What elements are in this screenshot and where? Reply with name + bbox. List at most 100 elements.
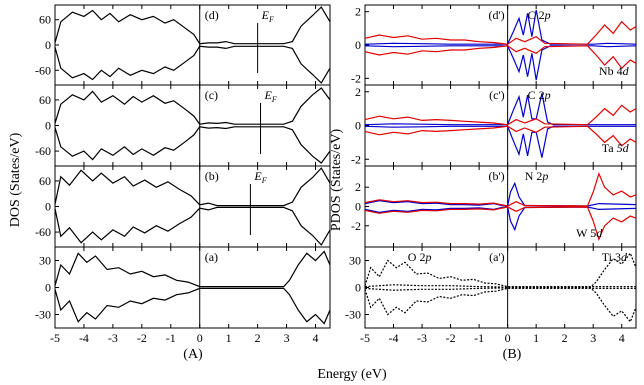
series-annotation: N 2p: [525, 169, 549, 183]
series-line-down: [54, 206, 331, 246]
fermi-label: EF: [264, 88, 277, 104]
series-line-up: [364, 171, 637, 207]
panel-frame: [54, 246, 331, 329]
series-line-down: [54, 287, 331, 325]
y-tick-label: -60: [35, 225, 51, 239]
panel-d: 60 0 -60 (d) EF: [35, 4, 331, 86]
group-label-b: (B): [503, 347, 522, 362]
x-tick-label: 4: [619, 331, 625, 345]
panel-d-prime: 2 0 -2 (d') C 2p Nb 4d: [351, 4, 637, 86]
series-line-down: [54, 126, 331, 164]
panel-a: 30 0 -30 -5 -4 -3 -2 -1 0 1 2 3 4 (a): [35, 246, 331, 345]
series-line-down: [364, 125, 636, 158]
panel-c: 60 0 -60 (c) EF: [35, 84, 331, 167]
x-tick-label: 1: [226, 331, 232, 345]
y-tick-label: 30: [349, 254, 361, 268]
series-line-up: [54, 167, 331, 207]
y-tick-label: 2: [355, 180, 361, 194]
y-tick-label: 60: [39, 13, 51, 27]
y-tick-label: 0: [355, 281, 361, 295]
series-annotation: W 5d: [576, 226, 603, 240]
series-line-up: [364, 252, 637, 288]
series-line-up: [54, 87, 331, 125]
series-line-down: [54, 45, 331, 84]
y-tick-label: 60: [39, 93, 51, 107]
series-line-down: [364, 45, 637, 81]
panel-frame: [54, 84, 331, 167]
x-tick-label: 3: [284, 331, 290, 345]
x-axis-title: Energy (eV): [317, 367, 387, 382]
series-line-down: [364, 45, 637, 70]
series-line-up: [54, 6, 331, 45]
y-tick-label: 2: [355, 85, 361, 99]
panel-label: (b'): [488, 169, 504, 183]
y-tick-label: -2: [351, 219, 361, 233]
panel-label: (b): [205, 169, 219, 183]
panel-a-prime: 30 0 -30 -5 -4 -3 -2 -1 0 1 2 3 4 (a') O 2p Ti 3d: [345, 246, 637, 345]
x-tick-label: -4: [389, 331, 399, 345]
y-tick-label: -60: [35, 144, 51, 158]
x-tick-label: 1: [533, 331, 539, 345]
panel-label: (d'): [488, 8, 504, 22]
x-tick-label: 0: [197, 331, 203, 345]
x-tick-label: 2: [562, 331, 568, 345]
y-tick-label: 0: [355, 119, 361, 133]
left-ylabel: DOS (States/eV): [8, 132, 23, 227]
series-annotation: Ta 5d: [602, 141, 630, 155]
series-line-down: [364, 287, 636, 316]
series-annotation: O 2p: [408, 250, 432, 264]
y-tick-label: -30: [345, 308, 361, 322]
panel-b: 60 0 -60 (b) EF: [35, 165, 331, 248]
y-tick-label: 60: [39, 174, 51, 188]
fermi-label: EF: [253, 169, 266, 185]
x-tick-label: -2: [446, 331, 456, 345]
y-tick-label: 0: [45, 119, 51, 133]
x-tick-label: -4: [79, 331, 89, 345]
series-line-down: [364, 206, 637, 242]
panel-label: (a): [205, 250, 218, 264]
panel-label: (d): [205, 8, 219, 22]
series-line-down: [364, 125, 637, 147]
y-tick-label: 0: [45, 281, 51, 295]
x-tick-label: 3: [590, 331, 596, 345]
x-tick-label: -3: [108, 331, 118, 345]
y-tick-label: 0: [355, 38, 361, 52]
x-tick-label: -1: [166, 331, 176, 345]
x-tick-label: 4: [313, 331, 319, 345]
y-tick-label: 0: [45, 200, 51, 214]
y-tick-label: 0: [355, 200, 361, 214]
y-tick-label: -60: [35, 63, 51, 77]
series-annotation: C 2p: [528, 8, 551, 22]
y-tick-label: -2: [351, 152, 361, 166]
fermi-label: EF: [261, 8, 274, 24]
y-tick-label: 0: [45, 38, 51, 52]
y-tick-label: 30: [39, 254, 51, 268]
y-tick-label: -30: [35, 308, 51, 322]
series-line-up: [364, 104, 637, 126]
series-line-up: [54, 250, 331, 288]
x-tick-label: 0: [505, 331, 511, 345]
panel-frame: [54, 4, 331, 86]
x-tick-label: -2: [137, 331, 147, 345]
series-line-up: [364, 93, 636, 126]
series-line-down: [364, 287, 637, 323]
x-tick-label: 2: [255, 331, 261, 345]
x-tick-label: -5: [360, 331, 370, 345]
panel-label: (a'): [489, 250, 504, 264]
series-annotation: Nb 4d: [599, 64, 630, 78]
series-line-up: [364, 259, 636, 288]
panel-label: (c'): [489, 88, 504, 102]
series-annotation: C 2p: [528, 88, 551, 102]
group-label-a: (A): [183, 347, 203, 362]
y-tick-label: 2: [355, 5, 361, 19]
panel-c-prime: 2 0 -2 (c') C 2p Ta 5d: [351, 84, 637, 167]
x-tick-label: -1: [474, 331, 484, 345]
panel-b-prime: 2 0 -2 (b') N 2p W 5d: [351, 165, 637, 248]
x-tick-label: -3: [417, 331, 427, 345]
panel-label: (c): [205, 88, 218, 102]
right-ylabel: PDOS (States/eV): [329, 129, 344, 232]
series-line-up: [364, 20, 637, 45]
y-tick-label: -2: [351, 71, 361, 85]
